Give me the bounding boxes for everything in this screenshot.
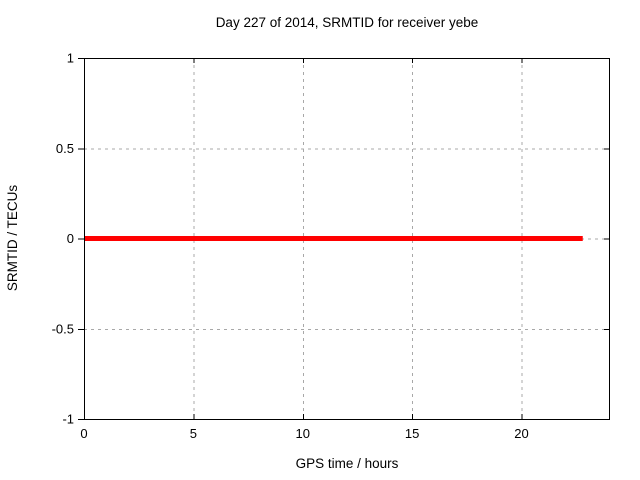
y-tick-label: -0.5 [52,321,74,336]
x-tick-label: 5 [190,426,197,441]
y-tick-label: 1 [67,51,74,66]
x-tick-label: 15 [405,426,419,441]
chart-title: Day 227 of 2014, SRMTID for receiver yeb… [215,15,479,30]
x-tick-label: 10 [296,426,310,441]
plot-border [84,58,610,420]
x-tick-label: 0 [80,426,87,441]
y-tick-label: 0.5 [56,141,74,156]
x-axis-label: GPS time / hours [295,456,399,471]
y-tick-label: 0 [67,231,74,246]
y-tick-label: -1 [62,412,74,427]
x-tick-label: 20 [514,426,528,441]
